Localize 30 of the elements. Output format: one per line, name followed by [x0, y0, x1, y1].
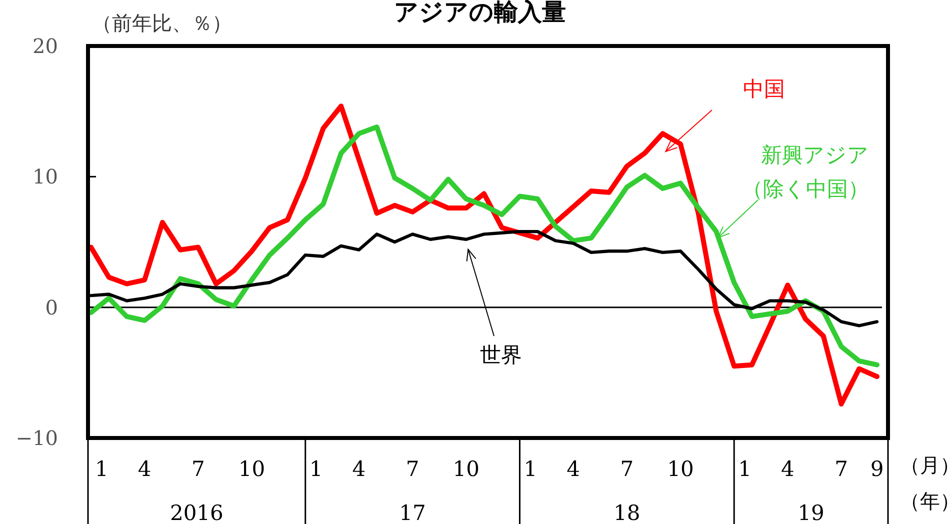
x-tick-label: 7: [620, 457, 634, 481]
text: 世界: [480, 342, 523, 369]
x-tick-label: 10: [452, 457, 480, 481]
text: （月）: [900, 453, 949, 477]
text: （年）: [900, 489, 949, 513]
text: 中国: [742, 76, 785, 103]
y-tick-label: −10: [16, 426, 58, 450]
x-tick-label: 4: [780, 457, 794, 481]
x-tick-label: 4: [352, 457, 366, 481]
y-axis-title: （前年比、％）: [92, 11, 232, 35]
text: 2016: [170, 501, 224, 524]
x-tick-label: 7: [834, 457, 848, 481]
x-tick-label: 10: [238, 457, 266, 481]
y-tick-label: 20: [32, 34, 58, 58]
x-tick-label: 7: [406, 457, 420, 481]
x-tick-label: 7: [191, 457, 205, 481]
text: 18: [614, 501, 640, 524]
x-tick-label: 9: [870, 457, 884, 481]
y-tick-label: 10: [32, 164, 58, 189]
x-tick-label: 1: [95, 457, 108, 481]
x-tick-label: 4: [138, 457, 152, 481]
y-tick-label: 0: [45, 295, 58, 320]
text: 19: [798, 501, 824, 524]
x-tick-label: 1: [738, 457, 752, 481]
series-label: 新興アジア（除く中国）: [741, 142, 869, 203]
x-tick-label: 4: [566, 457, 580, 481]
x-tick-label: 10: [667, 457, 694, 481]
x-tick-label: 1: [524, 457, 538, 481]
x-tick-label: 1: [309, 457, 323, 481]
text: 17: [399, 501, 426, 524]
